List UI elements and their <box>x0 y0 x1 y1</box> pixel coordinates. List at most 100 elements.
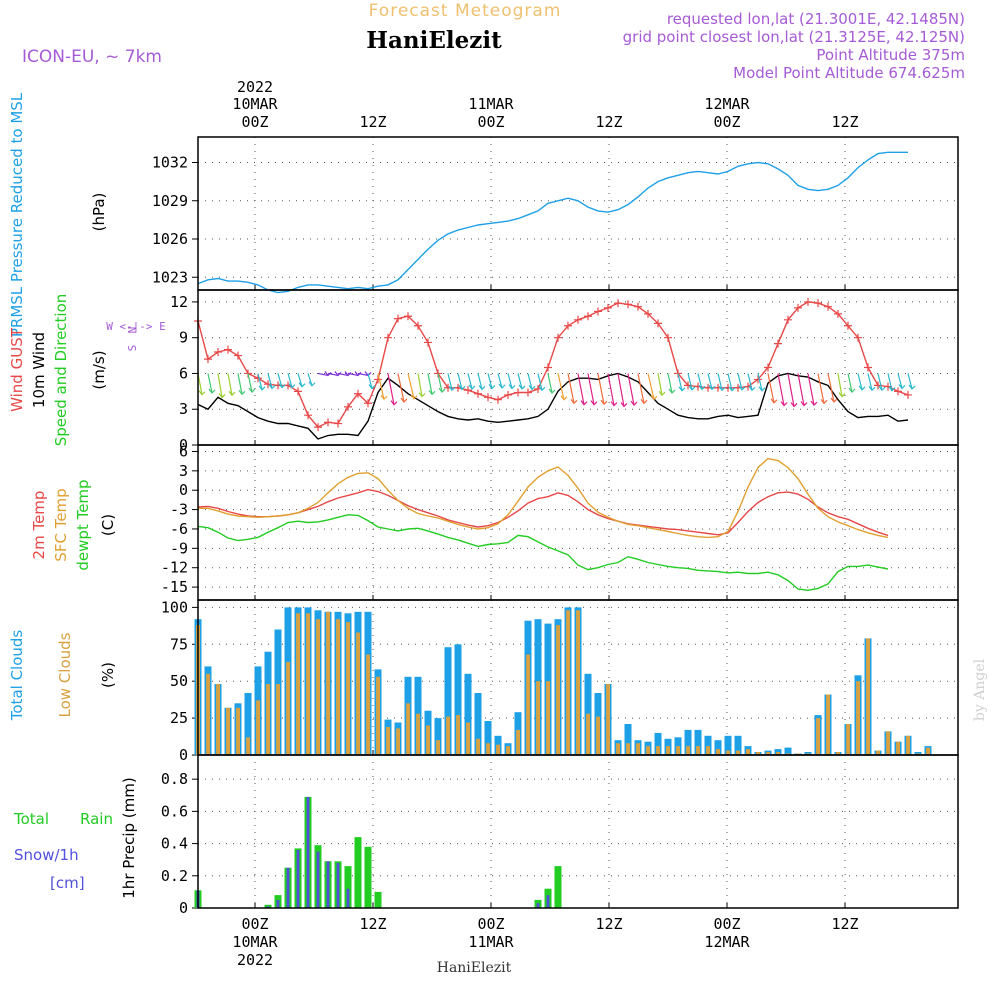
wind-arrow <box>457 373 463 390</box>
wind-arrow <box>837 373 843 397</box>
cloud-unit-label: (%) <box>99 662 117 688</box>
model-label: ICON-EU, ~ 7km <box>22 47 162 67</box>
wind-arrow <box>477 373 483 390</box>
bar-low-cloud <box>406 703 410 755</box>
gust-marker <box>494 395 502 404</box>
gust-marker <box>614 299 622 308</box>
bar-low-cloud <box>606 684 610 755</box>
bar-low-cloud <box>686 746 690 755</box>
wind-arrow-head <box>368 384 376 390</box>
wind-arrow-head <box>668 388 676 394</box>
wind-arrow <box>877 373 883 391</box>
wind-arrow-head <box>848 387 856 393</box>
bar-low-cloud <box>306 613 310 755</box>
top-hour-label-4: 12Z <box>595 113 622 131</box>
ytick-label: -15 <box>161 578 188 596</box>
wind-arrow <box>587 373 595 405</box>
wind-arrow <box>297 373 303 387</box>
wind-arrow-head <box>508 384 516 390</box>
wind-arrow <box>627 373 635 406</box>
bar-total-rain <box>374 891 382 908</box>
bar-low-cloud <box>446 716 450 755</box>
bar-low-cloud <box>746 749 750 755</box>
bottom-hour-label-3: 00Z <box>477 915 504 933</box>
wind-arrow-head <box>758 386 766 392</box>
bar-total-cloud <box>784 747 792 755</box>
bar-total-cloud <box>434 718 442 755</box>
bar-low-cloud <box>436 740 440 755</box>
bar-total-cloud <box>694 729 702 755</box>
wind-arrow-head <box>308 381 316 387</box>
footer-location: HaniElezit <box>437 960 512 976</box>
wind-arrow <box>287 373 293 388</box>
ytick-label: 6 <box>179 364 188 382</box>
bar-snow <box>296 850 300 908</box>
gust-marker <box>374 375 382 384</box>
point-altitude: Point Altitude 375m <box>816 46 965 64</box>
top-hour-label-2: 12Z <box>359 113 386 131</box>
wind-arrow-head <box>820 398 828 405</box>
requested-coords: requested lon,lat (21.3001E, 42.1485N) <box>667 10 965 28</box>
bar-low-cloud <box>276 684 280 755</box>
top-hour-label-5: 00Z <box>713 113 740 131</box>
low-clouds-label: Low Clouds <box>56 632 74 717</box>
bar-low-cloud <box>246 737 250 755</box>
bottom-hour-label-5: 00Z <box>713 915 740 933</box>
panel-clouds: 0 25 50 75 100 <box>161 598 959 764</box>
wind-arrow <box>227 373 233 396</box>
dewpt-label: dewpt Temp <box>74 479 92 570</box>
gust-marker <box>304 411 312 420</box>
ytick-label: 0 <box>179 746 188 764</box>
wind-arrow-head <box>810 400 818 407</box>
wind-arrow-head <box>688 385 696 391</box>
wind-arrow-head <box>858 385 866 391</box>
ytick-label: 3 <box>179 462 188 480</box>
wind10m-label: 10m Wind <box>30 332 48 408</box>
gust-marker <box>894 387 902 396</box>
wind-arrow-head <box>658 390 666 397</box>
gust-marker <box>514 388 522 397</box>
bar-snow <box>326 861 330 908</box>
bar-snow <box>536 903 540 908</box>
gust-marker <box>824 302 832 311</box>
bar-low-cloud <box>696 746 700 755</box>
bar-total-cloud <box>454 644 462 755</box>
model-altitude: Model Point Altitude 674.625m <box>733 64 965 82</box>
wind-arrow <box>567 373 575 404</box>
wind-arrow <box>797 373 805 406</box>
bar-low-cloud <box>366 654 370 755</box>
bar-total-cloud <box>704 735 712 755</box>
ytick-label: 1032 <box>152 154 188 172</box>
bar-low-cloud <box>856 681 860 755</box>
wind-arrow-head <box>208 388 216 394</box>
gust-marker <box>784 315 792 324</box>
gust-marker <box>524 388 532 397</box>
gust-marker <box>224 345 232 354</box>
precip-unit-label: 1hr Precip (mm) <box>120 777 138 898</box>
series-line-dewpt-temp <box>197 514 889 592</box>
wind-arrow-head <box>640 398 648 405</box>
ytick-label: 0.6 <box>161 802 188 820</box>
wind-arrow-head <box>258 385 266 391</box>
gust-label: Wind GUST <box>8 327 26 412</box>
wind-arrow <box>807 373 815 406</box>
bar-low-cloud <box>416 713 420 755</box>
wind-arrow <box>907 373 913 390</box>
wind-arrow-head <box>268 384 276 390</box>
wind-arrow <box>387 373 395 405</box>
wind-arrow <box>267 373 273 389</box>
ytick-label: 100 <box>161 598 188 616</box>
wind-arrow-head <box>800 401 808 407</box>
bar-low-cloud <box>376 676 380 755</box>
wind-arrow-head <box>238 389 246 396</box>
wind-arrow <box>867 373 873 391</box>
bar-snow <box>336 862 340 908</box>
bar-total-cloud <box>654 732 662 755</box>
precip-cm-label: [cm] <box>50 874 85 892</box>
bar-low-cloud <box>216 684 220 755</box>
wind-arrow <box>487 373 493 389</box>
bar-low-cloud <box>566 610 570 755</box>
gust-marker <box>204 355 212 364</box>
wind-arrow-head <box>400 397 408 403</box>
gust-marker <box>654 319 662 328</box>
